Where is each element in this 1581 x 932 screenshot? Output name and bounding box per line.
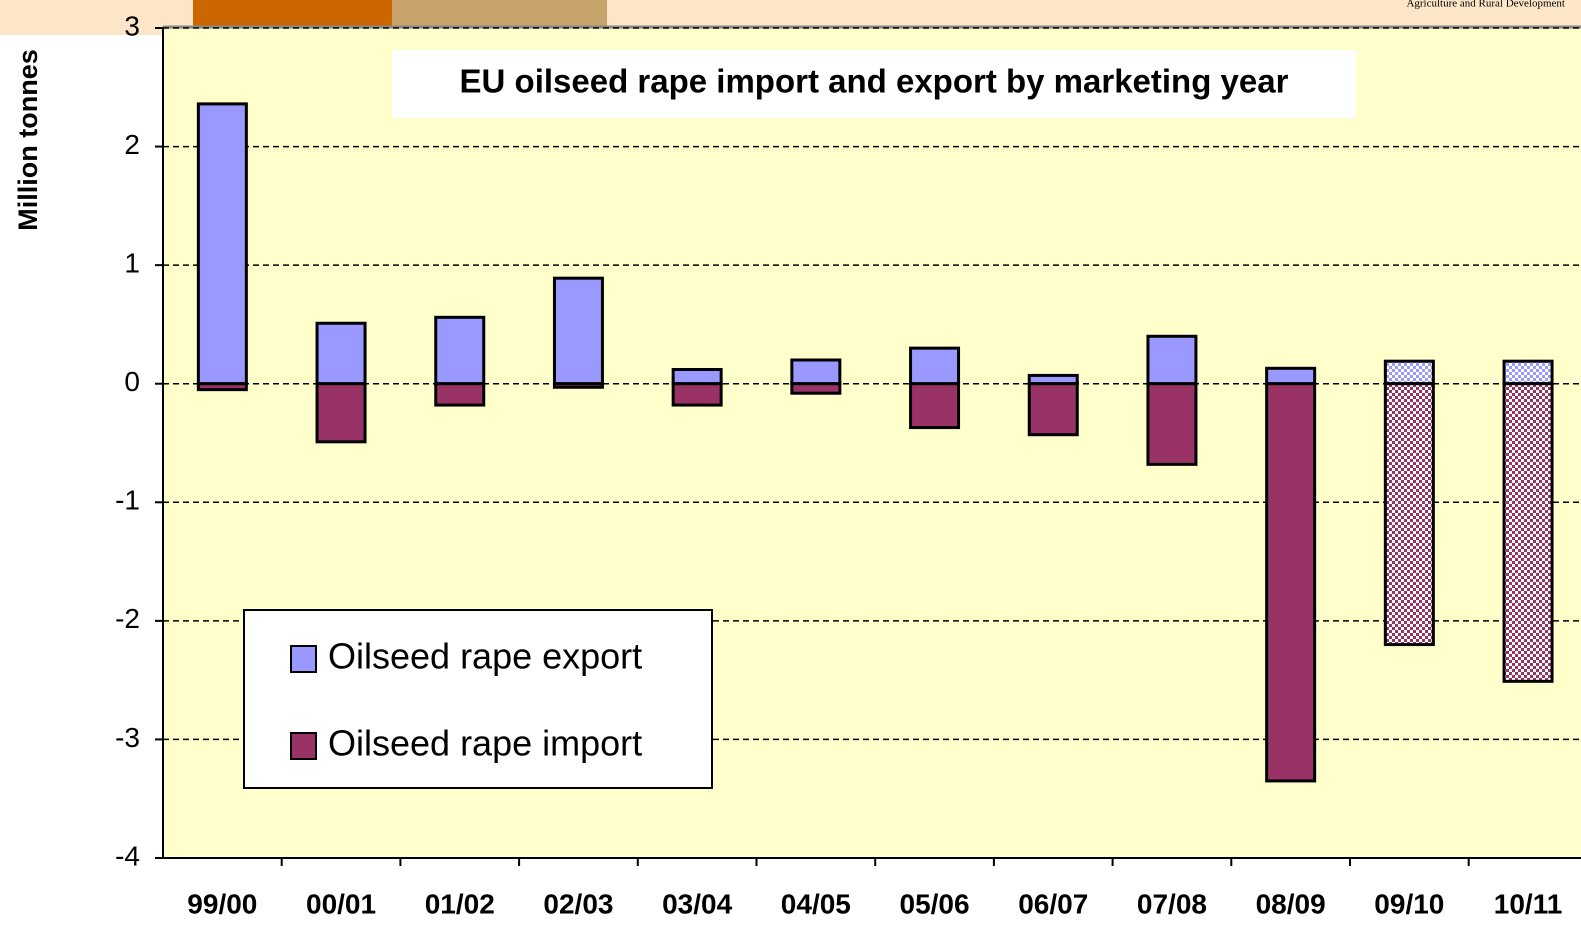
- bar: [909, 346, 961, 386]
- y-tick-label: -4: [115, 840, 140, 871]
- bar: [315, 321, 367, 386]
- bar: [1502, 359, 1554, 386]
- legend-swatch: [290, 645, 317, 673]
- header-text: Agriculture and Rural Development: [1406, 0, 1565, 10]
- bar: [790, 358, 842, 386]
- y-tick-label: 3: [124, 10, 140, 41]
- bar: [1265, 382, 1317, 783]
- bar: [434, 382, 486, 407]
- x-tick-label: 00/01: [306, 888, 376, 919]
- x-tick-label: 05/06: [900, 888, 970, 919]
- bar: [1383, 359, 1435, 386]
- x-tick-label: 08/09: [1256, 888, 1326, 919]
- legend-label: Oilseed rape export: [328, 636, 642, 677]
- bar: [671, 367, 723, 386]
- title-box: [392, 50, 1356, 118]
- x-tick-label: 09/10: [1374, 888, 1444, 919]
- bar: [552, 276, 604, 386]
- x-tick-label: 04/05: [781, 888, 851, 919]
- x-tick-label: 06/07: [1018, 888, 1088, 919]
- y-tick-label: -3: [115, 722, 140, 753]
- bar: [315, 382, 367, 444]
- y-axis-label: Million tonnes: [13, 49, 43, 231]
- bar: [671, 382, 723, 407]
- y-tick-label: 2: [124, 129, 140, 160]
- header-logo-block: [193, 0, 392, 26]
- bar: [1146, 382, 1198, 466]
- bar: [909, 382, 961, 430]
- bar: [1265, 366, 1317, 386]
- bar: [790, 382, 842, 395]
- chart-title: EU oilseed rape import and export by mar…: [460, 63, 1289, 100]
- x-tick-label: 02/03: [543, 888, 613, 919]
- y-tick-label: 0: [124, 366, 140, 397]
- x-tick-label: 03/04: [662, 888, 732, 919]
- legend-swatch: [290, 732, 317, 760]
- header-image: [392, 0, 607, 26]
- x-tick-label: 01/02: [425, 888, 495, 919]
- bar: [196, 382, 248, 392]
- x-tick-label: 10/11: [1494, 888, 1563, 919]
- bar: [434, 315, 486, 386]
- legend-box: [243, 609, 713, 789]
- x-tick-label: 99/00: [187, 888, 257, 919]
- bar: [196, 102, 248, 386]
- y-tick-label: -1: [115, 485, 140, 516]
- y-tick-label: -2: [115, 603, 140, 634]
- y-tick-label: 1: [124, 248, 140, 279]
- bar: [1502, 382, 1554, 683]
- bar: [552, 382, 604, 389]
- legend-label: Oilseed rape import: [328, 723, 642, 764]
- bar: [1027, 382, 1079, 437]
- bar: [1146, 334, 1198, 386]
- bar: [1383, 382, 1435, 647]
- x-tick-label: 07/08: [1137, 888, 1207, 919]
